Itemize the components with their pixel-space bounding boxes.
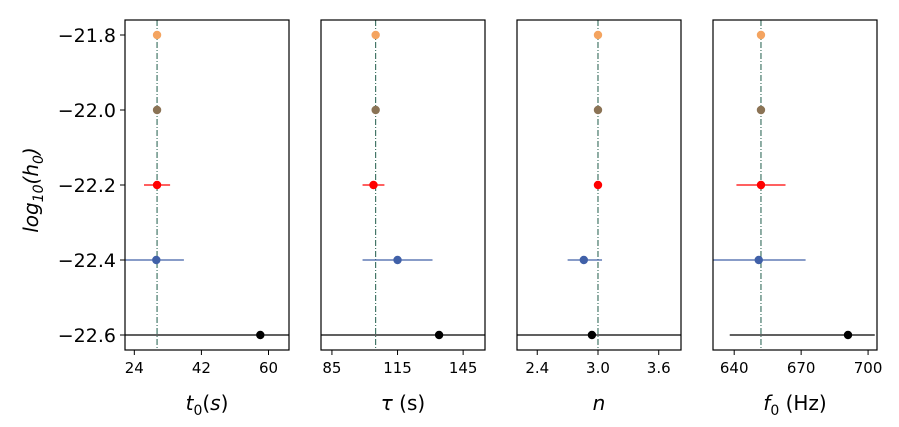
y-tick-label: −22.0 — [58, 100, 116, 122]
data-point — [593, 30, 603, 40]
data-point — [371, 105, 380, 115]
x-tick-label: 24 — [125, 359, 144, 377]
data-point — [593, 105, 603, 115]
x-tick-label: 42 — [192, 359, 211, 377]
data-point — [152, 105, 162, 115]
data-point — [434, 330, 444, 340]
x-tick-label: 115 — [383, 359, 412, 377]
x-axis-label-t0: t0(s) — [186, 391, 229, 419]
panel-4: 640 670 700 — [712, 19, 883, 377]
x-tick-label: 640 — [720, 359, 749, 377]
y-tick-label: −21.8 — [58, 25, 116, 47]
data-point — [756, 30, 766, 40]
data-point — [754, 255, 763, 265]
data-point — [152, 30, 162, 40]
x-axis-label-f0: f0 (Hz) — [763, 391, 826, 419]
x-axis-label-tau: τ (s) — [381, 391, 425, 415]
y-tick-label: −22.6 — [58, 325, 116, 347]
x-tick-label: 85 — [322, 359, 341, 377]
data-point — [393, 255, 402, 265]
data-point — [756, 180, 766, 190]
y-tick-label: −22.2 — [58, 175, 116, 197]
data-point — [152, 180, 162, 190]
axes-frame — [516, 19, 682, 351]
axes-frame — [712, 19, 878, 351]
x-tick-label: 60 — [259, 359, 278, 377]
x-tick-label: 3.6 — [647, 359, 671, 377]
data-point — [152, 255, 161, 265]
data-point — [587, 330, 597, 340]
data-point — [579, 255, 589, 265]
panel-3: 2.4 3.0 3.6 — [516, 19, 682, 377]
data-point — [756, 105, 766, 115]
x-tick-label: 145 — [449, 359, 478, 377]
x-tick-label: 670 — [787, 359, 816, 377]
data-point — [843, 330, 853, 340]
data-point — [369, 180, 378, 190]
x-tick-label: 3.0 — [586, 359, 610, 377]
axes-frame — [320, 19, 486, 351]
panel-1: 24 42 60 −21.8 −22.0 −22.2 −22.4 −22.6 — [58, 19, 290, 377]
data-point — [256, 330, 265, 340]
x-tick-label: 2.4 — [525, 359, 549, 377]
x-tick-label: 700 — [854, 359, 883, 377]
panel-2: 85 115 145 — [320, 19, 486, 377]
data-point — [371, 30, 380, 40]
data-point — [593, 180, 603, 190]
y-tick-label: −22.4 — [58, 250, 116, 272]
x-axis-label-n: n — [593, 391, 606, 415]
y-axis-label: log10(h0) — [19, 147, 47, 233]
